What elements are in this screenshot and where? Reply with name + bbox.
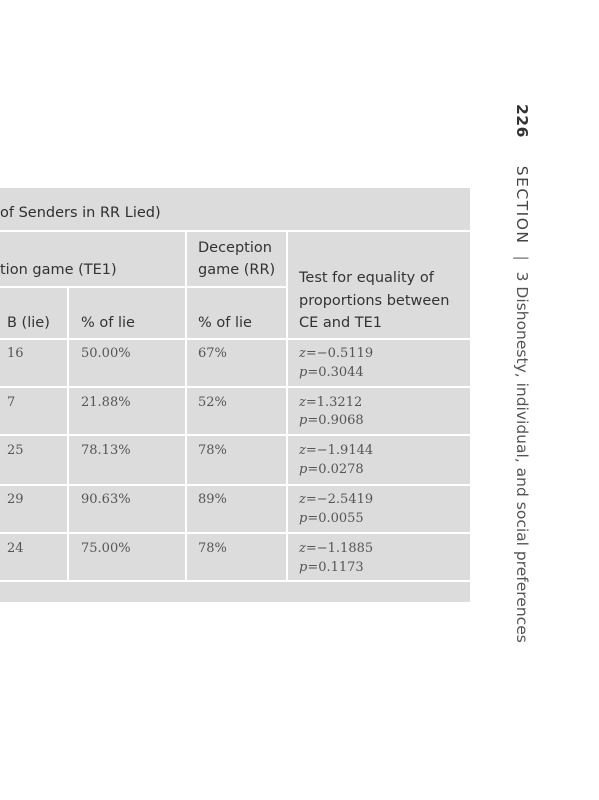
cell-pct-rr: 52% — [198, 395, 227, 410]
col-divider — [67, 286, 69, 580]
cell-z-stat: z=−1.9144 — [299, 443, 374, 458]
cell-pct-te1: 75.00% — [81, 541, 131, 556]
cell-p-value: p=0.3044 — [299, 365, 364, 380]
test-header-line3: CE and TE1 — [299, 315, 383, 331]
cell-pct-te1: 50.00% — [81, 346, 131, 361]
cell-pct-rr: 89% — [198, 492, 227, 507]
cell-b-lie: 7 — [7, 395, 16, 410]
cell-pct-te1: 90.63% — [81, 492, 131, 507]
group-header-rr-line2: game (RR) — [198, 262, 276, 278]
section-separator: | — [513, 255, 531, 261]
rule-below-group-header — [0, 286, 287, 288]
cell-pct-rr: 78% — [198, 541, 227, 556]
col-header-b-lie: B (lie) — [7, 315, 50, 331]
col-header-pct-lie-rr: % of lie — [198, 315, 252, 331]
group-header-te1: tion game (TE1) — [0, 262, 117, 278]
row-divider — [0, 532, 470, 534]
cell-pct-rr: 78% — [198, 443, 227, 458]
running-head: 226 SECTION | 3 Dishonesty, individual, … — [510, 104, 534, 643]
cell-z-stat: z=1.3212 — [299, 395, 363, 410]
cell-pct-te1: 78.13% — [81, 443, 131, 458]
cell-z-stat: z=−1.1885 — [299, 541, 374, 556]
table-caption: of Senders in RR Lied) — [0, 205, 161, 221]
row-divider — [0, 386, 470, 388]
section-title: 3 Dishonesty, individual, and social pre… — [513, 271, 531, 643]
rule-below-caption — [0, 230, 470, 232]
cell-p-value: p=0.9068 — [299, 413, 364, 428]
cell-z-stat: z=−0.5119 — [299, 346, 374, 361]
cell-b-lie: 16 — [7, 346, 24, 361]
cell-b-lie: 24 — [7, 541, 24, 556]
cell-p-value: p=0.1173 — [299, 560, 364, 575]
cell-z-stat: z=−2.5419 — [299, 492, 374, 507]
col-header-pct-lie-te1: % of lie — [81, 315, 135, 331]
cell-pct-te1: 21.88% — [81, 395, 131, 410]
rule-below-col-header — [0, 338, 470, 340]
row-divider — [0, 434, 470, 436]
cell-p-value: p=0.0055 — [299, 511, 364, 526]
row-divider — [0, 484, 470, 486]
group-header-rr-line1: Deception — [198, 240, 272, 256]
cell-p-value: p=0.0278 — [299, 462, 364, 477]
cell-b-lie: 29 — [7, 492, 24, 507]
col-divider — [185, 230, 187, 580]
section-label: SECTION — [513, 165, 531, 245]
cell-b-lie: 25 — [7, 443, 24, 458]
cell-pct-rr: 67% — [198, 346, 227, 361]
page-number: 226 — [513, 104, 531, 138]
rule-table-bottom — [0, 580, 470, 582]
test-header-line1: Test for equality of — [299, 270, 434, 286]
test-header-line2: proportions between — [299, 293, 450, 309]
col-divider — [286, 230, 288, 580]
